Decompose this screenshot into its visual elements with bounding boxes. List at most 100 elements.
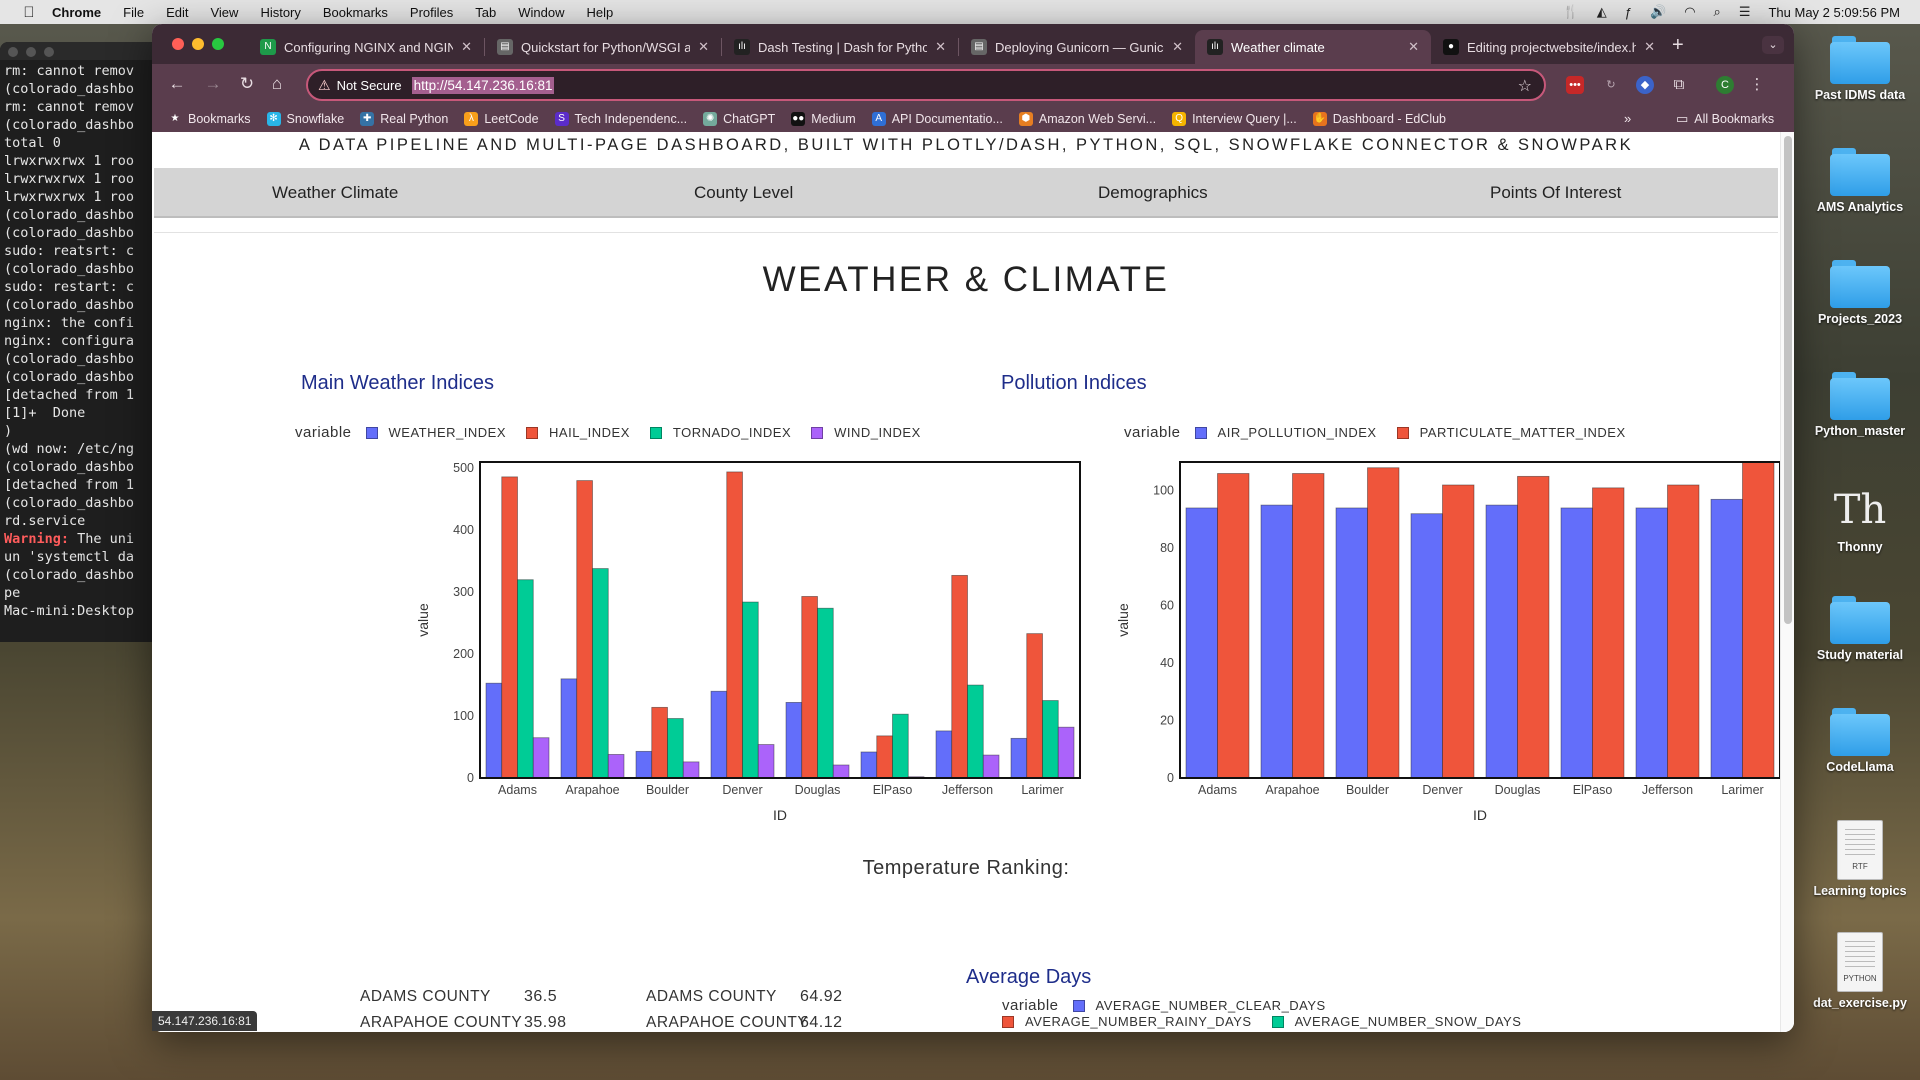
refresh-extension-icon[interactable]: ↻	[1606, 79, 1616, 91]
bookmark-item[interactable]: ✺ ChatGPT	[703, 112, 775, 126]
desktop-icon-python-master[interactable]: Python_master	[1800, 372, 1920, 438]
terminal-zoom-icon[interactable]	[44, 47, 54, 57]
menu-window[interactable]: Window	[518, 4, 565, 20]
menu-help[interactable]: Help	[586, 4, 614, 20]
legend-item[interactable]: AVERAGE_NUMBER_SNOW_DAYS	[1271, 1014, 1522, 1029]
terminal-line: lrwxrwxrwx 1 roo	[4, 171, 135, 187]
forward-icon[interactable]: →	[204, 74, 222, 93]
terminal-close-icon[interactable]	[8, 47, 18, 57]
desktop-icon-dat-exercise-py[interactable]: PYTHON dat_exercise.py	[1800, 932, 1920, 1010]
page-scrollbar[interactable]	[1780, 132, 1794, 1032]
address-bar[interactable]: ⚠ Not Secure http://54.147.236.16:81 ☆	[306, 69, 1546, 101]
window-zoom-icon[interactable]	[212, 38, 224, 50]
tab-close-icon[interactable]: ✕	[1172, 39, 1183, 54]
url-text[interactable]: http://54.147.236.16:81	[411, 76, 555, 94]
tab-close-icon[interactable]: ✕	[461, 39, 472, 54]
weather-indices-chart[interactable]: 0 100 200 300 400 500 Adams Arapahoe Boulder Denv…	[262, 442, 1082, 823]
shield-extension-icon[interactable]: ◆	[1636, 76, 1654, 94]
desktop-icon-learning-topics[interactable]: RTF Learning topics	[1800, 820, 1920, 898]
bookmark-item[interactable]: ✻ Snowflake	[266, 112, 344, 126]
browser-tab[interactable]: ▤ Quickstart for Python/WSGI a ✕	[485, 30, 721, 64]
profile-avatar-icon[interactable]: C	[1716, 76, 1734, 94]
bookmark-item[interactable]: Q Interview Query |...	[1172, 112, 1297, 126]
elephant-icon[interactable]: ◭	[1596, 4, 1607, 19]
wifi-icon[interactable]: ◠	[1684, 4, 1696, 19]
menu-view[interactable]: View	[210, 4, 239, 20]
warning-triangle-icon[interactable]: ⚠	[318, 76, 331, 93]
bookmark-item[interactable]: ⬢ Amazon Web Servi...	[1018, 112, 1156, 126]
legend-item[interactable]: AIR_POLLUTION_INDEX	[1194, 425, 1377, 440]
kebab-menu-icon[interactable]: ⋮	[1749, 76, 1765, 93]
desktop-icon-past-idms-data[interactable]: Past IDMS data	[1800, 36, 1920, 102]
bookmark-item[interactable]: ★ Bookmarks	[168, 112, 251, 126]
menu-file[interactable]: File	[123, 4, 145, 20]
browser-tab[interactable]: ▤ Deploying Gunicorn — Gunico ✕	[959, 30, 1195, 64]
bookmark-item[interactable]: λ LeetCode	[464, 112, 539, 126]
menu-bookmarks[interactable]: Bookmarks	[322, 4, 388, 20]
browser-tab[interactable]: N Configuring NGINX and NGIN ✕	[248, 30, 484, 64]
tab-close-icon[interactable]: ✕	[1644, 39, 1655, 54]
terminal-minimize-icon[interactable]	[26, 47, 36, 57]
browser-tab[interactable]: ılı Dash Testing | Dash for Pytho ✕	[722, 30, 958, 64]
desktop-icon-projects-2023[interactable]: Projects_2023	[1800, 260, 1920, 326]
legend-item[interactable]: TORNADO_INDEX	[649, 425, 791, 440]
menu-history[interactable]: History	[260, 4, 301, 20]
menu-app-name[interactable]: Chrome	[52, 4, 102, 20]
terminal-output[interactable]: rm: cannot remov (colorado_dashbo rm: cann…	[0, 60, 152, 622]
legend-item[interactable]: AVERAGE_NUMBER_CLEAR_DAYS	[1072, 998, 1326, 1013]
desktop-icon-codellama[interactable]: CodeLlama	[1800, 708, 1920, 774]
bookmark-item[interactable]: ✚ Real Python	[360, 112, 448, 126]
bookmark-item[interactable]: A API Documentatio...	[871, 112, 1003, 126]
page-viewport[interactable]: A DATA PIPELINE AND MULTI-PAGE DASHBOARD…	[152, 132, 1794, 1032]
nav-link-points-of-interest[interactable]: Points Of Interest	[1490, 183, 1622, 202]
window-close-icon[interactable]	[172, 38, 184, 50]
desktop-icon-study-material[interactable]: Study material	[1800, 596, 1920, 662]
tab-search-icon[interactable]: ⌄	[1762, 36, 1784, 54]
scrollbar-thumb[interactable]	[1784, 136, 1792, 624]
spotlight-search-icon[interactable]: ⌕	[1713, 4, 1721, 19]
legend-item[interactable]: AVERAGE_NUMBER_RAINY_DAYS	[1002, 1014, 1252, 1029]
legend-item[interactable]: HAIL_INDEX	[526, 425, 630, 440]
bar-air-pollution-index	[1185, 507, 1218, 779]
tab-close-icon[interactable]: ✕	[1408, 39, 1419, 54]
all-bookmarks-button[interactable]: ▭ All Bookmarks	[1676, 111, 1774, 127]
bookmark-item[interactable]: ✋ Dashboard - EdClub	[1312, 112, 1446, 126]
nav-link-weather-climate[interactable]: Weather Climate	[272, 183, 399, 202]
menubar-clock[interactable]: Thu May 2 5:09:56 PM	[1768, 4, 1900, 20]
nav-link-demographics[interactable]: Demographics	[1098, 183, 1208, 202]
extensions-puzzle-icon[interactable]: ⧉	[1673, 76, 1685, 93]
bookmark-star-icon[interactable]: ☆	[1517, 78, 1532, 95]
menu-edit[interactable]: Edit	[166, 4, 189, 20]
desktop-icon-ams-analytics[interactable]: AMS Analytics	[1800, 148, 1920, 214]
new-tab-button[interactable]: +	[1672, 34, 1684, 56]
security-label[interactable]: Not Secure	[336, 77, 402, 93]
fork-knife-icon[interactable]: 🍴	[1562, 4, 1579, 19]
menu-profiles[interactable]: Profiles	[409, 4, 454, 20]
browser-tab[interactable]: ● Editing projectwebsite/index.h ✕	[1431, 30, 1667, 64]
legend-item[interactable]: WIND_INDEX	[811, 425, 921, 440]
terminal-window[interactable]: rm: cannot remov (colorado_dashbo rm: cann…	[0, 42, 152, 642]
nav-link-county-level[interactable]: County Level	[694, 183, 794, 202]
more-bookmarks-icon[interactable]: »	[1624, 111, 1632, 126]
home-icon[interactable]: ⌂	[271, 74, 283, 93]
bar-air-pollution-index	[1560, 507, 1593, 779]
legend-item[interactable]: PARTICULATE_MATTER_INDEX	[1396, 425, 1626, 440]
script-icon[interactable]: ƒ	[1624, 4, 1633, 20]
browser-tab-active[interactable]: ılı Weather climate ✕	[1195, 30, 1431, 64]
volume-icon[interactable]: 🔊	[1650, 4, 1667, 19]
tab-close-icon[interactable]: ✕	[698, 39, 709, 54]
back-icon[interactable]: ←	[168, 74, 186, 93]
bookmark-item[interactable]: ●● Medium	[791, 112, 856, 126]
window-minimize-icon[interactable]	[192, 38, 204, 50]
apple-menu-icon[interactable]: 	[20, 4, 38, 21]
lastpass-extension-icon[interactable]: •••	[1566, 76, 1584, 94]
pollution-indices-chart[interactable]: 0 20 40 60 80 100 Adams Arapahoe Boulder Denver Do…	[962, 442, 1782, 823]
bookmark-item[interactable]: S Tech Independenc...	[554, 112, 687, 126]
tab-close-icon[interactable]: ✕	[935, 39, 946, 54]
legend-item[interactable]: WEATHER_INDEX	[365, 425, 507, 440]
menu-tab[interactable]: Tab	[475, 4, 497, 20]
control-center-icon[interactable]: ☰	[1738, 4, 1751, 19]
desktop-icon-thonny[interactable]: Th Thonny	[1800, 484, 1920, 554]
reload-icon[interactable]: ↻	[239, 74, 255, 93]
terminal-titlebar[interactable]	[0, 42, 152, 60]
